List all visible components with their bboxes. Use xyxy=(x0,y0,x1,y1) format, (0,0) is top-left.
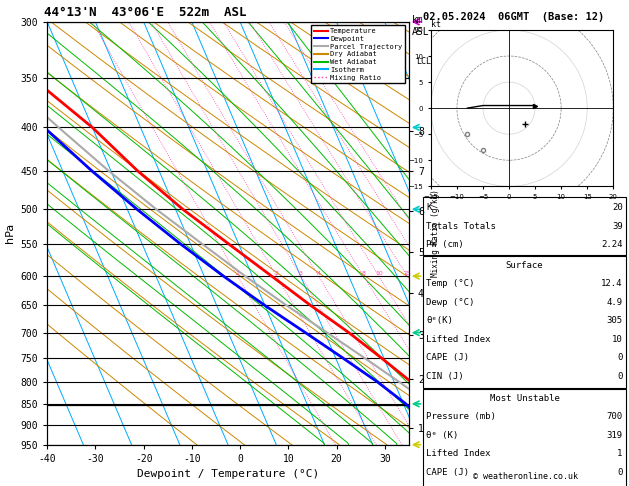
Text: 700: 700 xyxy=(606,413,623,421)
Text: LCL: LCL xyxy=(416,57,431,66)
Text: 0: 0 xyxy=(617,372,623,381)
Text: Lifted Index: Lifted Index xyxy=(426,335,491,344)
Text: 1: 1 xyxy=(617,450,623,458)
Text: Totals Totals: Totals Totals xyxy=(426,222,496,231)
Text: km: km xyxy=(412,15,424,25)
Text: CIN (J): CIN (J) xyxy=(426,372,464,381)
Text: kt: kt xyxy=(431,20,441,29)
Text: Temp (°C): Temp (°C) xyxy=(426,279,475,288)
Y-axis label: hPa: hPa xyxy=(5,223,15,243)
Text: Dewp (°C): Dewp (°C) xyxy=(426,298,475,307)
Text: PW (cm): PW (cm) xyxy=(426,241,464,249)
Text: Pressure (mb): Pressure (mb) xyxy=(426,413,496,421)
Text: 44°13'N  43°06'E  522m  ASL: 44°13'N 43°06'E 522m ASL xyxy=(43,6,246,19)
Text: 12.4: 12.4 xyxy=(601,279,623,288)
Text: 4: 4 xyxy=(316,271,321,276)
Text: 2.24: 2.24 xyxy=(601,241,623,249)
Text: Surface: Surface xyxy=(506,261,543,270)
Text: 02.05.2024  06GMT  (Base: 12): 02.05.2024 06GMT (Base: 12) xyxy=(423,12,604,22)
Text: 10: 10 xyxy=(612,335,623,344)
Text: 39: 39 xyxy=(612,222,623,231)
Text: 4.9: 4.9 xyxy=(606,298,623,307)
Text: Most Unstable: Most Unstable xyxy=(489,394,560,403)
Text: 0: 0 xyxy=(617,468,623,477)
Text: 0: 0 xyxy=(617,353,623,362)
Text: Mixing Ratio (g/kg): Mixing Ratio (g/kg) xyxy=(430,190,440,277)
Legend: Temperature, Dewpoint, Parcel Trajectory, Dry Adiabat, Wet Adiabat, Isotherm, Mi: Temperature, Dewpoint, Parcel Trajectory… xyxy=(311,25,405,83)
Text: 8: 8 xyxy=(362,271,365,276)
Text: 3: 3 xyxy=(299,271,303,276)
Text: 15: 15 xyxy=(403,271,411,276)
Text: 20: 20 xyxy=(612,204,623,212)
Text: 2: 2 xyxy=(275,271,279,276)
Text: 305: 305 xyxy=(606,316,623,325)
Text: ASL: ASL xyxy=(412,27,430,37)
Text: 1: 1 xyxy=(236,271,240,276)
Text: θᵉ (K): θᵉ (K) xyxy=(426,431,459,440)
Text: CAPE (J): CAPE (J) xyxy=(426,353,469,362)
Text: K: K xyxy=(426,204,432,212)
Text: θᵉ(K): θᵉ(K) xyxy=(426,316,454,325)
Text: Lifted Index: Lifted Index xyxy=(426,450,491,458)
Text: © weatheronline.co.uk: © weatheronline.co.uk xyxy=(473,472,577,481)
Text: 319: 319 xyxy=(606,431,623,440)
Text: 10: 10 xyxy=(375,271,382,276)
Text: CAPE (J): CAPE (J) xyxy=(426,468,469,477)
X-axis label: Dewpoint / Temperature (°C): Dewpoint / Temperature (°C) xyxy=(137,469,319,479)
